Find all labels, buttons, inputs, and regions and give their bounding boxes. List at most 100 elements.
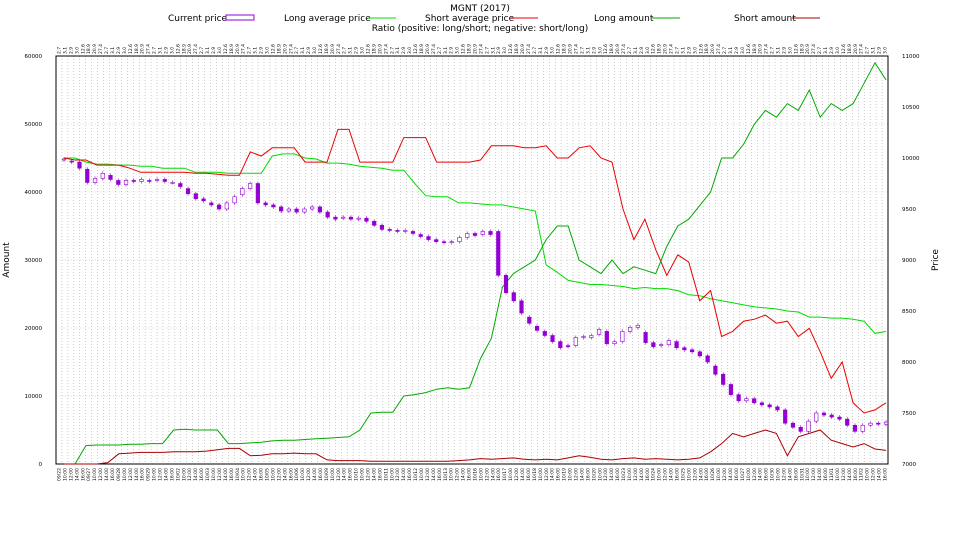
chart-title: MGNT (2017) (450, 4, 510, 14)
x-tick-label: 10/09 (324, 468, 330, 481)
ratio-label: 18.9 (229, 44, 235, 54)
ratio-label: 20.9 (92, 44, 98, 54)
ratio-label: 20.9 (472, 44, 478, 54)
candle (418, 234, 423, 237)
candle (85, 168, 90, 183)
candle (372, 220, 377, 226)
ratio-label: 12.6 (366, 44, 372, 54)
candle (480, 231, 485, 235)
x-tick-label: 16:00 (140, 468, 146, 481)
ratio-label: 12.6 (508, 44, 514, 54)
ratio-label: 3.0 (360, 47, 366, 54)
x-tick-label: 14:00 (877, 468, 883, 481)
y-axis-left-label: Amount (2, 242, 12, 278)
ratio-label: 27.4 (478, 44, 484, 54)
x-tick-label: 12:00 (692, 468, 698, 481)
candle (666, 340, 671, 345)
candle (744, 398, 749, 402)
ratio-labels: 2.7 3.1 2.9 3.0 12.6 18.9 20.9 27.4 2.7 3.1 2.9 3.0… (57, 44, 889, 54)
candle (620, 331, 625, 342)
candle (240, 188, 245, 196)
ratio-label: 2.7 (104, 47, 110, 54)
ratio-label: 2.9 (734, 47, 740, 54)
ratio-label: 18.9 (419, 44, 425, 54)
plot-frame (55, 55, 889, 465)
candle (310, 206, 315, 210)
x-tick-label: 14:00 (579, 468, 585, 481)
candle (759, 402, 765, 406)
ratio-label: 18.9 (609, 44, 615, 54)
candle (92, 178, 98, 183)
ratio-label: 20.9 (615, 44, 621, 54)
ratio-label: 3.1 (871, 47, 877, 54)
ratio-label: 3.0 (74, 47, 80, 54)
ratio-label: 20.9 (568, 44, 574, 54)
x-tick-label: 12:00 (603, 468, 609, 481)
candle (752, 398, 757, 404)
candle (852, 424, 858, 432)
y-tick-left: 30000 (25, 258, 43, 264)
x-tick-label: 14:00 (520, 468, 526, 481)
y-tick-right: 8000 (902, 360, 916, 366)
ratio-label: 27.4 (811, 44, 817, 54)
candle (465, 233, 470, 238)
x-tick-label: 12:00 (158, 468, 164, 481)
y-tick-left: 0 (39, 462, 43, 468)
ratio-label: 12.6 (461, 44, 467, 54)
ratio-label: 2.7 (722, 47, 728, 54)
candle (573, 337, 578, 346)
candle (790, 422, 796, 428)
x-tick-label: 10/27 (740, 468, 746, 481)
candle (581, 336, 586, 338)
ratio-label: 3.0 (264, 47, 270, 54)
x-tick-label: 12:00 (544, 468, 550, 481)
x-tick-label: 12:00 (781, 468, 787, 481)
x-tick-label: 12:00 (633, 468, 639, 481)
x-tick-label: 12:00 (484, 468, 490, 481)
x-tick-label: 12:00 (276, 468, 282, 481)
candle (496, 231, 501, 276)
ratio-label: 18.9 (371, 44, 377, 54)
candle (682, 347, 687, 351)
ratio-label: 12.6 (80, 44, 86, 54)
ratio-label: 27.4 (669, 44, 675, 54)
candle (279, 206, 284, 212)
x-tick-label: 10/17 (502, 468, 508, 481)
candle (643, 332, 648, 343)
series-line-short-average-price (63, 128, 887, 414)
ratio-label: 2.7 (342, 47, 348, 54)
y-tick-right: 8500 (902, 309, 916, 315)
x-tick-label: 10/04 (235, 468, 241, 481)
grid (55, 55, 889, 465)
x-tick-label: 10:00 (776, 468, 782, 481)
x-tick-label: 14:00 (134, 468, 140, 481)
ratio-label: 12.6 (270, 44, 276, 54)
ratio-label: 20.9 (425, 44, 431, 54)
ratio-label: 3.0 (217, 47, 223, 54)
candle (705, 355, 710, 363)
y-tick-right: 10000 (902, 156, 920, 162)
ratio-label: 20.9 (663, 44, 669, 54)
ratio-label: 27.4 (764, 44, 770, 54)
legend-label: Current price (168, 14, 228, 24)
candle (457, 237, 462, 242)
ratio-label: 20.9 (140, 44, 146, 54)
x-tick-label: 14:00 (371, 468, 377, 481)
x-tick-label: 16:00 (675, 468, 681, 481)
ratio-label: 12.6 (698, 44, 704, 54)
candle (876, 422, 881, 425)
ratio-label: 20.9 (805, 44, 811, 54)
candle (659, 344, 664, 346)
ratio-label: 12.6 (556, 44, 562, 54)
x-tick-label: 12:00 (455, 468, 461, 481)
series-line-long-amount (64, 61, 887, 465)
candle (806, 420, 811, 432)
x-tick-label: 12:00 (128, 468, 134, 481)
ratio-label: 3.0 (550, 47, 556, 54)
x-tick-label: 16:00 (823, 468, 829, 481)
candle (185, 188, 191, 195)
ratio-label: 3.1 (110, 47, 116, 54)
candle (821, 412, 827, 416)
candle (697, 351, 702, 357)
